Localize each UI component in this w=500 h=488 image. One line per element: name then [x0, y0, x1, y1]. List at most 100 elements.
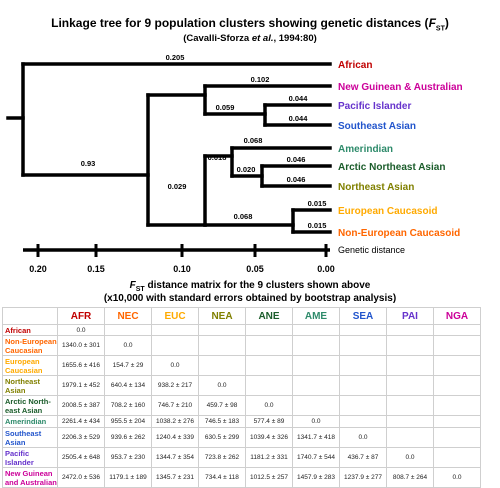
- leaf-label: African: [338, 60, 372, 71]
- matrix-cell: [433, 447, 481, 468]
- branch-length-label: 0.044: [289, 114, 309, 123]
- matrix-row-label: Non-European Caucasian: [2, 335, 58, 356]
- matrix-cell: 938.2 ± 217: [151, 375, 199, 396]
- matrix-cell: 2505.4 ± 648: [57, 447, 105, 468]
- matrix-row: Arctic North-east Asian 2008.5 ± 387 708.2…: [2, 395, 481, 416]
- matrix-cell: 0.0: [151, 355, 199, 376]
- matrix-cell: [151, 324, 199, 336]
- tree-title: Linkage tree for 9 population clusters s…: [51, 16, 449, 33]
- matrix-cell: 0.0: [386, 447, 434, 468]
- matrix-cell: [339, 355, 387, 376]
- matrix-cell: [386, 375, 434, 396]
- branch-length-label: 0.015: [308, 221, 327, 230]
- branch-length-label: 0.020: [237, 165, 256, 174]
- matrix-cell: 154.7 ± 29: [104, 355, 152, 376]
- matrix-row-label: African: [2, 324, 58, 336]
- branch-length-label: 0.93: [81, 159, 96, 168]
- matrix-cell: 0.0: [292, 415, 340, 428]
- axis-tick-label: 0.05: [246, 264, 264, 274]
- matrix-cell: 0.0: [245, 395, 293, 416]
- matrix-cell: 939.6 ± 262: [104, 427, 152, 448]
- matrix-cell: 1038.2 ± 276: [151, 415, 199, 428]
- axis-tick-label: 0.20: [29, 264, 47, 274]
- matrix-cell: 723.8 ± 262: [198, 447, 246, 468]
- matrix-row-label: Pacific Islander: [2, 447, 58, 468]
- branch-length-label: 0.029: [168, 182, 187, 191]
- matrix-cell: 1457.9 ± 283: [292, 467, 340, 488]
- matrix-cell: [339, 335, 387, 356]
- matrix-cell: 1979.1 ± 452: [57, 375, 105, 396]
- matrix-cell: 1012.5 ± 257: [245, 467, 293, 488]
- matrix-cell: 2008.5 ± 387: [57, 395, 105, 416]
- matrix-cell: [198, 335, 246, 356]
- matrix-column-header: AME: [292, 307, 340, 325]
- leaf-label: Pacific Islander: [338, 101, 411, 112]
- matrix-row-label: European Caucasian: [2, 355, 58, 376]
- branch-length-label: 0.046: [287, 155, 306, 164]
- matrix-cell: 630.5 ± 299: [198, 427, 246, 448]
- distance-matrix: AFR NEC EUC NEA ANE AME SEA PAI NGA African 0.0 Non…: [2, 307, 481, 488]
- branch-length-label: 0.059: [216, 103, 235, 112]
- matrix-cell: [433, 324, 481, 336]
- matrix-cell: [292, 395, 340, 416]
- matrix-cell: [245, 335, 293, 356]
- matrix-row: Pacific Islander 2505.4 ± 648 953.7 ± 230 1…: [2, 447, 481, 468]
- branch-length-label: 0.205: [166, 53, 185, 62]
- matrix-cell: 808.7 ± 264: [386, 467, 434, 488]
- matrix-cell: 1740.7 ± 544: [292, 447, 340, 468]
- axis-label: Genetic distance: [338, 245, 405, 255]
- matrix-row-label: New Guinean and Australian: [2, 467, 58, 488]
- matrix-cell: 1655.6 ± 416: [57, 355, 105, 376]
- matrix-cell: [339, 375, 387, 396]
- matrix-cell: [433, 335, 481, 356]
- matrix-cell: [104, 324, 152, 336]
- branch-length-label: 0.046: [287, 175, 306, 184]
- matrix-row: Amerindian 2261.4 ± 434 955.5 ± 204 1038.2 …: [2, 415, 481, 428]
- linkage-tree: 0.205 0.102 0.059 0.044 0.044 0.93 0.068 0.018 0…: [6, 53, 463, 274]
- matrix-cell: [245, 355, 293, 376]
- tree-citation: (Cavalli-Sforza et al., 1994:80): [183, 33, 317, 44]
- matrix-column-header: NEA: [198, 307, 246, 325]
- matrix-cell: [151, 335, 199, 356]
- leaf-label: Arctic Northeast Asian: [338, 162, 445, 173]
- matrix-cell: [245, 375, 293, 396]
- branch-length-label: 0.015: [308, 199, 327, 208]
- matrix-cell: 436.7 ± 87: [339, 447, 387, 468]
- matrix-cell: 1240.4 ± 339: [151, 427, 199, 448]
- matrix-cell: [386, 324, 434, 336]
- matrix-row-label: Southeast Asian: [2, 427, 58, 448]
- matrix-cell: 955.5 ± 204: [104, 415, 152, 428]
- matrix-cell: [386, 395, 434, 416]
- leaf-label: New Guinean & Australian: [338, 82, 463, 93]
- matrix-cell: [292, 335, 340, 356]
- matrix-cell: [386, 427, 434, 448]
- matrix-cell: 2472.0 ± 536: [57, 467, 105, 488]
- matrix-row: European Caucasian 1655.6 ± 416 154.7 ± 29…: [2, 355, 481, 376]
- matrix-cell: 746.7 ± 210: [151, 395, 199, 416]
- matrix-cell: [292, 355, 340, 376]
- matrix-row-label: Arctic North-east Asian: [2, 395, 58, 416]
- matrix-header-row: AFR NEC EUC NEA ANE AME SEA PAI NGA: [2, 307, 481, 325]
- matrix-cell: 734.4 ± 118: [198, 467, 246, 488]
- axis-tick-label: 0.15: [87, 264, 105, 274]
- matrix-cell: 1039.4 ± 326: [245, 427, 293, 448]
- matrix-cell: 746.5 ± 183: [198, 415, 246, 428]
- matrix-cell: 2206.3 ± 529: [57, 427, 105, 448]
- branch-length-label: 0.018: [208, 153, 227, 162]
- matrix-cell: 0.0: [339, 427, 387, 448]
- matrix-cell: [292, 375, 340, 396]
- matrix-cell: 1181.2 ± 331: [245, 447, 293, 468]
- matrix-cell: [198, 324, 246, 336]
- matrix-cell: 2261.4 ± 434: [57, 415, 105, 428]
- matrix-cell: 0.0: [198, 375, 246, 396]
- matrix-cell: 0.0: [104, 335, 152, 356]
- matrix-cell: [433, 355, 481, 376]
- leaf-label: Amerindian: [338, 144, 393, 155]
- axis-tick-label: 0.10: [173, 264, 191, 274]
- matrix-cell: [433, 375, 481, 396]
- matrix-cell: [245, 324, 293, 336]
- matrix-column-header: NEC: [104, 307, 152, 325]
- branch-length-label: 0.068: [244, 136, 263, 145]
- matrix-cell: [339, 395, 387, 416]
- branch-length-label: 0.102: [251, 75, 270, 84]
